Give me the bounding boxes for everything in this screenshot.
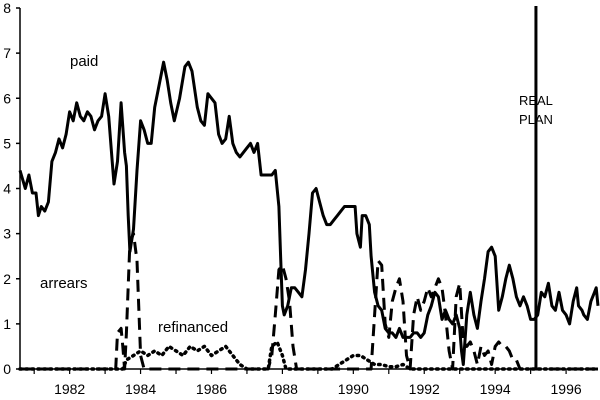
series-line-refinanced bbox=[18, 340, 600, 371]
series-line-paid bbox=[18, 60, 600, 366]
y-tick-label: 7 bbox=[3, 45, 11, 61]
x-tick-label: 1988 bbox=[267, 381, 298, 397]
y-tick-label: 1 bbox=[3, 316, 11, 332]
y-tick-label: 6 bbox=[3, 90, 11, 106]
real-plan-label-line2: PLAN bbox=[519, 112, 553, 127]
x-tick-label: 1994 bbox=[480, 381, 511, 397]
x-tick-label: 1992 bbox=[409, 381, 440, 397]
x-tick-label: 1984 bbox=[125, 381, 156, 397]
x-tick-label: 1986 bbox=[196, 381, 227, 397]
series-layer bbox=[18, 60, 600, 371]
y-tick-label: 4 bbox=[3, 181, 11, 197]
x-axis: 1982 1984 1986 1988 1990 1992 1994 1996 bbox=[20, 368, 598, 397]
y-axis: 0 1 2 3 4 5 6 7 8 bbox=[3, 0, 21, 377]
x-tick-label: 1996 bbox=[551, 381, 582, 397]
series-label-arrears: arrears bbox=[40, 275, 88, 292]
y-tick-label: 5 bbox=[3, 135, 11, 151]
y-tick-label: 8 bbox=[3, 0, 11, 16]
series-label-refinanced: refinanced bbox=[158, 319, 228, 336]
y-tick-label: 0 bbox=[3, 361, 11, 377]
y-tick-label: 3 bbox=[3, 226, 11, 242]
y-tick-label: 2 bbox=[3, 271, 11, 287]
series-label-paid: paid bbox=[70, 53, 98, 70]
x-tick-label: 1990 bbox=[338, 381, 369, 397]
series-line-arrears bbox=[20, 232, 598, 371]
x-tick-label: 1982 bbox=[54, 381, 85, 397]
real-plan-label-line1: REAL bbox=[519, 93, 553, 108]
